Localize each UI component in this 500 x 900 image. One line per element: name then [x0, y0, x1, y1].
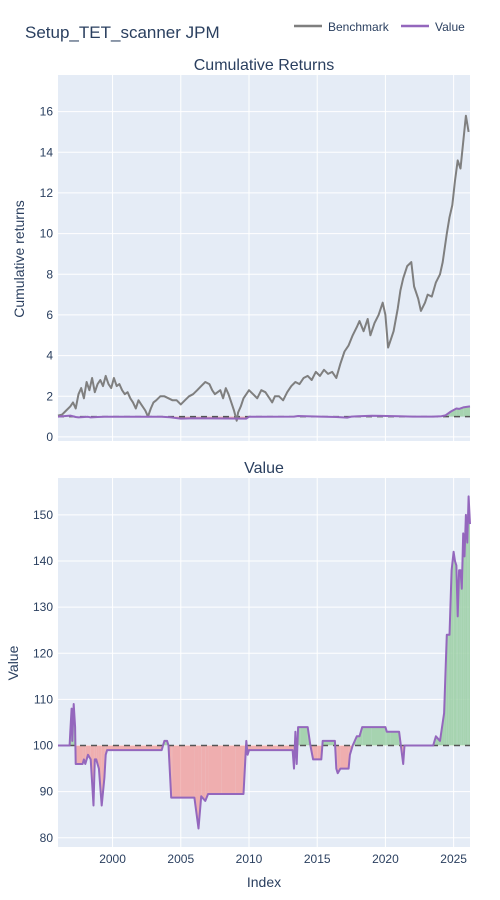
x-tick-label: 2000: [99, 852, 126, 866]
bottom-fill-above-baseline: [446, 634, 449, 746]
top-y-tick-label: 14: [40, 145, 54, 159]
figure-title: Setup_TET_scanner JPM: [25, 23, 220, 42]
x-axis-title: Index: [247, 874, 281, 890]
top-fill-above-baseline: [450, 408, 457, 417]
bottom-fill-below-baseline: [248, 745, 277, 751]
bottom-fill-below-baseline: [171, 745, 173, 798]
bottom-fill-below-baseline: [205, 745, 209, 801]
x-tick-label: 2015: [304, 852, 331, 866]
bottom-fill-above-baseline: [465, 514, 468, 746]
top-fill-above-baseline: [463, 406, 470, 417]
bottom-fill-above-baseline: [390, 731, 400, 746]
top-plot-background: [58, 75, 470, 441]
value-series-line-bottom: [58, 495, 471, 830]
bottom-fill-above-baseline: [451, 551, 454, 746]
top-y-tick-label: 16: [40, 105, 54, 119]
bottom-fill-above-baseline: [468, 496, 470, 746]
value-series-line-top: [57, 405, 471, 420]
top-y-tick-label: 12: [40, 186, 54, 200]
bottom-plot-background: [58, 478, 470, 847]
bottom-y-tick-label: 110: [34, 692, 53, 706]
x-tick-label: 2005: [167, 852, 194, 866]
top-y-tick-label: 0: [46, 430, 53, 444]
bottom-fill-below-baseline: [201, 745, 206, 801]
bottom-y-tick-label: 130: [33, 600, 53, 614]
top-fill-above-baseline: [456, 408, 460, 417]
bottom-fill-below-baseline: [172, 745, 181, 798]
top-fill-above-baseline: [459, 407, 464, 417]
bottom-y-tick-label: 140: [33, 554, 53, 568]
bottom-y-tick-label: 120: [33, 646, 53, 660]
legend-label-benchmark[interactable]: Benchmark: [328, 20, 390, 34]
bottom-fill-below-baseline: [88, 745, 91, 760]
bottom-plot-area[interactable]: 2000 2005 2010 2015 2020 2025 80 90 100 110 120 130…: [33, 478, 471, 866]
bottom-fill-below-baseline: [276, 745, 293, 751]
top-y-tick-label: 8: [46, 267, 53, 281]
bottom-fill-above-baseline: [463, 533, 465, 746]
bottom-fill-above-baseline: [453, 551, 455, 746]
bottom-fill-below-baseline: [317, 745, 322, 760]
top-plot-area[interactable]: 0 2 4 6 8 10 12 14 16: [40, 75, 471, 444]
bottom-fill-above-baseline: [448, 634, 450, 746]
bottom-fill-below-baseline: [194, 745, 199, 829]
bottom-fill-below-baseline: [313, 745, 318, 760]
x-tick-label: 2020: [372, 852, 399, 866]
bottom-fill-above-baseline: [459, 570, 461, 746]
bottom-subplot-title: Value: [244, 460, 284, 477]
bottom-fill-above-baseline: [362, 727, 372, 746]
benchmark-series-line: [57, 114, 470, 422]
bottom-fill-below-baseline: [180, 745, 195, 798]
bottom-fill-below-baseline: [198, 745, 202, 829]
bottom-fill-above-baseline: [371, 727, 386, 746]
bottom-fill-above-baseline: [322, 740, 335, 746]
bottom-y-tick-label: 80: [40, 831, 54, 845]
bottom-y-axis-title: Value: [5, 645, 21, 680]
x-tick-label: 2010: [236, 852, 263, 866]
bottom-fill-above-baseline: [386, 731, 391, 746]
bottom-fill-below-baseline: [75, 745, 83, 764]
bottom-fill-below-baseline: [94, 745, 97, 760]
bottom-fill-above-baseline: [464, 514, 466, 746]
bottom-y-tick-label: 100: [33, 739, 53, 753]
bottom-fill-below-baseline: [221, 745, 236, 794]
bottom-fill-below-baseline: [208, 745, 222, 794]
bottom-fill-above-baseline: [300, 727, 308, 746]
top-y-axis-title: Cumulative returns: [11, 200, 27, 318]
bottom-fill-above-baseline: [356, 736, 360, 746]
bottom-y-tick-label: 90: [40, 785, 54, 799]
top-y-tick-label: 2: [46, 389, 53, 403]
bottom-fill-above-baseline: [460, 570, 462, 746]
bottom-y-tick-label: 150: [33, 508, 53, 522]
top-y-tick-label: 4: [46, 349, 53, 363]
top-y-tick-label: 6: [46, 308, 53, 322]
x-tick-label: 2025: [440, 852, 467, 866]
top-y-tick-label: 10: [40, 227, 54, 241]
bottom-fill-above-baseline: [467, 496, 469, 746]
legend[interactable]: Benchmark Value: [294, 20, 465, 34]
top-subplot-title: Cumulative Returns: [194, 57, 335, 74]
bottom-fill-below-baseline: [235, 745, 244, 794]
legend-label-value[interactable]: Value: [435, 20, 465, 34]
bottom-fill-below-baseline: [107, 745, 162, 751]
bottom-fill-below-baseline: [337, 745, 341, 774]
bottom-fill-above-baseline: [454, 561, 457, 746]
bottom-fill-below-baseline: [340, 745, 349, 769]
